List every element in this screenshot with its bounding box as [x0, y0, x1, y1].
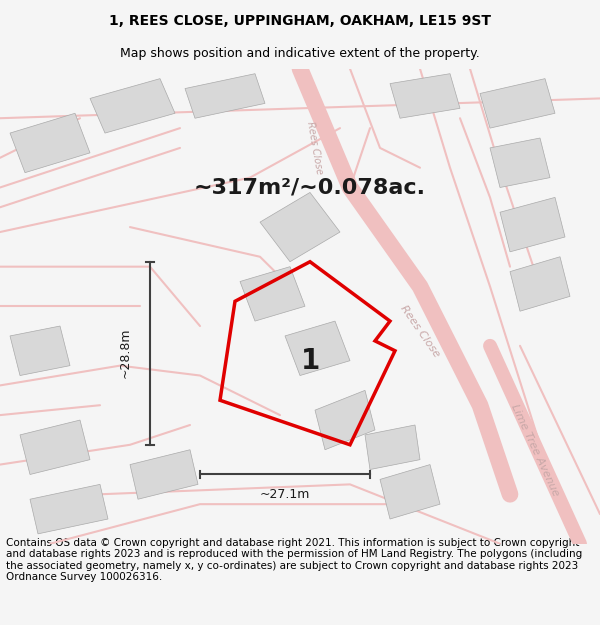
Polygon shape	[285, 321, 350, 376]
Polygon shape	[260, 192, 340, 262]
Text: ~27.1m: ~27.1m	[260, 488, 310, 501]
Text: Lime Tree Avenue: Lime Tree Avenue	[509, 402, 561, 498]
Text: Map shows position and indicative extent of the property.: Map shows position and indicative extent…	[120, 48, 480, 61]
Polygon shape	[490, 138, 550, 188]
Polygon shape	[185, 74, 265, 118]
Text: ~317m²/~0.078ac.: ~317m²/~0.078ac.	[194, 177, 426, 198]
Polygon shape	[10, 326, 70, 376]
Text: Contains OS data © Crown copyright and database right 2021. This information is : Contains OS data © Crown copyright and d…	[6, 538, 582, 582]
Polygon shape	[30, 484, 108, 534]
Polygon shape	[20, 420, 90, 474]
Polygon shape	[130, 450, 198, 499]
Polygon shape	[10, 113, 90, 173]
Text: 1: 1	[301, 347, 320, 374]
Text: Rees Close: Rees Close	[398, 303, 442, 359]
Polygon shape	[480, 79, 555, 128]
Polygon shape	[390, 74, 460, 118]
Text: ~28.8m: ~28.8m	[119, 328, 131, 378]
Polygon shape	[510, 257, 570, 311]
Polygon shape	[500, 198, 565, 252]
Polygon shape	[380, 464, 440, 519]
Polygon shape	[365, 425, 420, 469]
Polygon shape	[240, 267, 305, 321]
Polygon shape	[90, 79, 175, 133]
Text: 1, REES CLOSE, UPPINGHAM, OAKHAM, LE15 9ST: 1, REES CLOSE, UPPINGHAM, OAKHAM, LE15 9…	[109, 14, 491, 28]
Polygon shape	[315, 391, 375, 450]
Text: Rees Close: Rees Close	[305, 121, 325, 175]
